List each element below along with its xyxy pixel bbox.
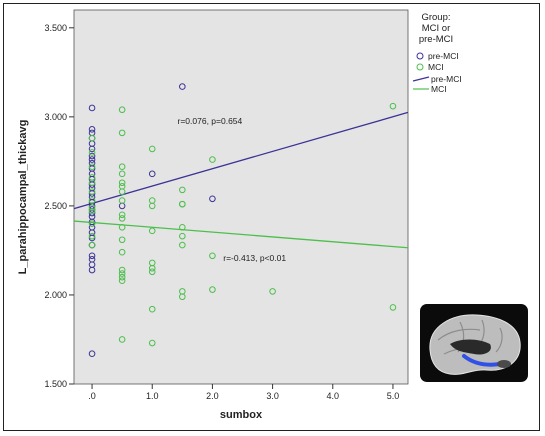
data-point-pre-mci xyxy=(88,152,96,160)
data-point-mci xyxy=(118,270,126,277)
data-point-mci xyxy=(179,223,186,231)
data-point-mci xyxy=(269,288,276,295)
data-point-mci xyxy=(179,186,186,194)
data-point-mci xyxy=(118,273,126,281)
legend-label: MCI xyxy=(431,84,447,94)
data-point-mci xyxy=(209,252,216,260)
data-points xyxy=(88,83,397,358)
y-tick-label: 1.500 xyxy=(44,379,67,389)
data-point-mci xyxy=(389,304,397,311)
y-axis-title: L_parahippocampal_thickavg xyxy=(17,120,29,275)
y-tick-label: 2.000 xyxy=(44,290,67,300)
data-point-mci xyxy=(118,106,126,114)
y-tick-label: 2.500 xyxy=(44,201,67,211)
correlation-annotation: r=-0.413, p<0.01 xyxy=(223,253,286,263)
data-point-mci xyxy=(118,336,126,343)
data-point-pre-mci xyxy=(88,104,96,112)
data-point-pre-mci xyxy=(88,234,96,242)
data-point-mci xyxy=(209,156,216,163)
x-tick-label: 1.0 xyxy=(146,391,159,401)
data-point-mci xyxy=(209,286,216,293)
x-tick-label: 5.0 xyxy=(387,391,400,401)
data-point-mci xyxy=(118,215,126,222)
x-axis: .0 1.0 2.0 3.0 4.0 5.0 xyxy=(88,384,399,401)
data-point-pre-mci xyxy=(88,181,96,188)
data-point-pre-mci xyxy=(148,170,156,178)
data-point-mci xyxy=(88,204,96,211)
y-tick-label: 3.500 xyxy=(44,23,67,33)
x-tick-label: 4.0 xyxy=(327,391,340,401)
data-point-mci xyxy=(118,129,126,137)
data-point-mci xyxy=(148,339,156,347)
data-point-mci xyxy=(148,227,156,235)
data-point-mci xyxy=(148,305,156,313)
data-point-pre-mci xyxy=(209,195,216,203)
fit-line-pre-mci xyxy=(73,111,409,210)
legend-label: pre-MCI xyxy=(428,51,459,61)
data-point-mci xyxy=(389,102,397,110)
y-tick-label: 3.000 xyxy=(44,112,67,122)
data-point-mci xyxy=(118,277,126,285)
data-point-pre-mci xyxy=(88,350,96,358)
data-point-mci xyxy=(118,179,126,187)
figure-frame: 1.500 2.000 2.500 3.000 3.500 .0 1.0 2.0 3.0 4.0… xyxy=(3,3,540,431)
data-point-mci xyxy=(179,241,186,249)
x-axis-title: sumbox xyxy=(220,409,263,421)
data-point-pre-mci xyxy=(88,156,96,163)
data-point-mci xyxy=(88,220,96,228)
data-point-mci xyxy=(118,236,126,244)
data-point-mci xyxy=(118,188,126,195)
legend-title: Group: xyxy=(421,12,450,23)
data-point-mci xyxy=(88,188,96,195)
data-point-pre-mci xyxy=(88,190,96,197)
correlation-annotation: r=0.076, p=0.654 xyxy=(178,116,243,126)
fit-lines xyxy=(73,111,409,249)
legend-marker-pre-mci xyxy=(416,52,424,60)
data-point-mci xyxy=(118,163,126,171)
data-point-mci xyxy=(88,232,96,240)
legend-marker-mci xyxy=(416,63,424,71)
legend-title: pre-MCI xyxy=(419,34,453,45)
data-point-mci xyxy=(179,200,186,208)
scatter-chart: 1.500 2.000 2.500 3.000 3.500 .0 1.0 2.0 3.0 4.0… xyxy=(17,9,528,421)
legend-title: MCI or xyxy=(422,23,451,34)
data-point-mci xyxy=(88,179,96,187)
x-tick-label: 2.0 xyxy=(206,391,219,401)
data-point-mci xyxy=(88,163,96,171)
data-point-pre-mci xyxy=(88,206,96,213)
data-point-pre-mci xyxy=(88,266,96,274)
data-point-mci xyxy=(88,149,96,156)
y-axis: 1.500 2.000 2.500 3.000 3.500 xyxy=(44,23,74,389)
data-point-mci xyxy=(118,170,126,178)
plot-area xyxy=(73,9,409,385)
data-point-pre-mci xyxy=(179,83,186,90)
data-point-mci xyxy=(118,266,126,274)
data-point-mci xyxy=(118,223,126,231)
data-point-pre-mci xyxy=(88,252,96,260)
data-point-pre-mci xyxy=(88,145,96,153)
fit-line-mci xyxy=(73,220,409,249)
annotations: r=0.076, p=0.654 r=-0.413, p<0.01 xyxy=(178,116,287,263)
data-point-mci xyxy=(118,211,126,219)
data-point-mci xyxy=(88,134,96,142)
data-point-mci xyxy=(148,264,156,272)
legend-label: pre-MCI xyxy=(431,74,462,84)
legend-line-pre-mci xyxy=(412,76,430,82)
data-point-mci xyxy=(88,197,96,204)
legend-label: MCI xyxy=(428,62,444,72)
x-tick-label: .0 xyxy=(88,391,96,401)
data-point-mci xyxy=(88,207,96,215)
data-point-mci xyxy=(148,268,156,276)
brain-inset-image xyxy=(420,304,528,382)
x-tick-label: 3.0 xyxy=(266,391,279,401)
data-point-mci xyxy=(118,197,126,204)
data-point-mci xyxy=(179,232,186,240)
data-point-mci xyxy=(88,241,96,249)
data-point-pre-mci xyxy=(88,126,96,133)
data-point-mci xyxy=(148,145,156,153)
data-point-mci xyxy=(148,202,156,210)
data-point-mci xyxy=(179,293,186,301)
data-point-mci xyxy=(118,248,126,256)
